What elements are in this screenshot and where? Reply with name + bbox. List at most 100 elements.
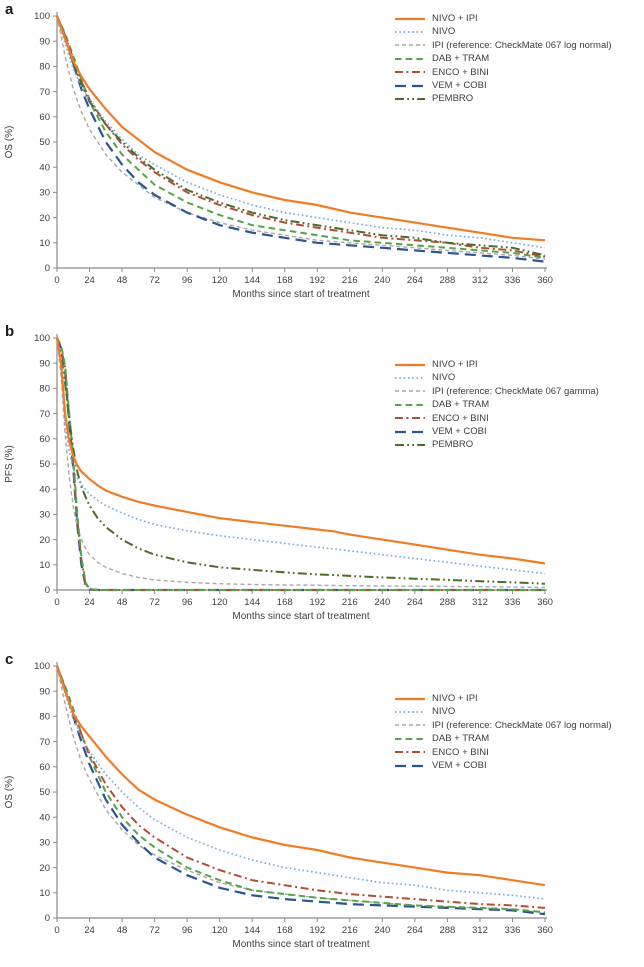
y-tick-label: 80 xyxy=(39,384,50,395)
x-tick-label: 48 xyxy=(117,597,128,608)
series-ipi-reference-checkmate-067-log-normal xyxy=(56,665,546,914)
x-tick-label: 72 xyxy=(149,597,160,608)
legend-label: IPI (reference: CheckMate 067 log normal… xyxy=(432,39,612,51)
series-pembro xyxy=(56,337,546,585)
x-tick-label: 168 xyxy=(277,925,293,936)
chart-a-os: 0 10 20 30 40 50 60 70 80 90 100 0 24 48 72 96 120 144 168… xyxy=(4,11,553,298)
y-tick-label: 50 xyxy=(39,787,50,798)
x-tick-label: 96 xyxy=(182,597,193,608)
series-nivo xyxy=(56,337,546,575)
x-tick-label: 264 xyxy=(407,275,423,286)
legend-label: VEM + COBI xyxy=(432,79,487,91)
legend-line-icon xyxy=(395,711,425,713)
y-tick-label: 80 xyxy=(39,62,50,73)
series-vem-cobi xyxy=(55,665,546,916)
y-tick-label: 10 xyxy=(39,238,50,249)
legend-line-icon xyxy=(395,31,425,33)
legend-label: PEMBRO xyxy=(432,93,474,105)
y-tick-label: 30 xyxy=(39,510,50,521)
legend-a: NIVO + IPI NIVO IPI (reference: CheckMate … xyxy=(394,12,612,106)
y-tick-label: 20 xyxy=(39,535,50,546)
series-ipi-reference-checkmate-067-log-normal xyxy=(56,15,546,260)
legend-line-icon xyxy=(395,57,425,60)
x-tick-label: 24 xyxy=(84,275,95,286)
legend-item: ENCO + BINI xyxy=(394,746,612,759)
legend-item: PEMBRO xyxy=(394,438,599,451)
legend-line-icon xyxy=(395,737,425,740)
x-tick-label: 144 xyxy=(244,925,260,936)
x-tick-label: 240 xyxy=(374,925,390,936)
legend-item: ENCO + BINI xyxy=(394,412,599,425)
legend-item: NIVO xyxy=(394,25,612,38)
panel-c-label: c xyxy=(5,651,14,668)
legend-line-icon xyxy=(395,98,425,101)
y-tick-label: 30 xyxy=(39,188,50,199)
x-tick-label: 312 xyxy=(472,925,488,936)
y-tick-label: 70 xyxy=(39,87,50,98)
legend-label: NIVO xyxy=(432,26,456,38)
x-tick-label: 336 xyxy=(505,925,521,936)
series-enco-bini xyxy=(56,15,546,258)
legend-item: NIVO xyxy=(394,705,612,718)
legend-item: VEM + COBI xyxy=(394,425,599,438)
legend-line-icon xyxy=(395,390,425,393)
legend-line-icon xyxy=(395,71,425,74)
x-tick-label: 360 xyxy=(537,925,553,936)
x-tick-label: 168 xyxy=(277,597,293,608)
x-tick-label: 144 xyxy=(244,275,260,286)
x-tick-label: 264 xyxy=(407,925,423,936)
series-nivo-ipi xyxy=(55,337,546,565)
y-tick-label: 30 xyxy=(39,838,50,849)
y-tick-label: 60 xyxy=(39,762,50,773)
series-vem-cobi xyxy=(55,15,546,263)
x-tick-label: 336 xyxy=(505,597,521,608)
y-tick-label: 60 xyxy=(39,112,50,123)
series-nivo xyxy=(56,665,546,900)
legend-line-icon xyxy=(395,44,425,47)
panel-a-label: a xyxy=(5,1,14,18)
legend-item: DAB + TRAM xyxy=(394,52,612,65)
x-tick-label: 48 xyxy=(117,925,128,936)
x-tick-label: 288 xyxy=(439,597,455,608)
legend-item: IPI (reference: CheckMate 067 log normal… xyxy=(394,39,612,52)
series-enco-bini xyxy=(56,665,546,909)
legend-label: IPI (reference: CheckMate 067 gamma) xyxy=(432,385,599,397)
legend-label: NIVO xyxy=(432,706,456,718)
chart-c-os: 0 10 20 30 40 50 60 70 80 90 100 0 24 48 72 96 120 144 168… xyxy=(4,661,553,948)
y-tick-label: 50 xyxy=(39,459,50,470)
y-tick-label: 80 xyxy=(39,712,50,723)
panel-c: c 0 10 20 30 40 50 60 70 80 90 100 0 24 48 72 96 120 144 1… xyxy=(0,650,644,967)
series-dab-tram xyxy=(56,337,545,591)
legend-line-icon xyxy=(395,764,425,767)
y-tick-label: 50 xyxy=(39,137,50,148)
y-axis-title: OS (%) xyxy=(4,126,15,159)
legend-item: DAB + TRAM xyxy=(394,398,599,411)
x-tick-label: 96 xyxy=(182,925,193,936)
y-tick-label: 90 xyxy=(39,686,50,697)
legend-item: DAB + TRAM xyxy=(394,732,612,745)
x-tick-label: 312 xyxy=(472,597,488,608)
series-nivo-ipi xyxy=(55,15,546,242)
legend-label: NIVO + IPI xyxy=(432,12,478,24)
legend-label: NIVO + IPI xyxy=(432,358,478,370)
legend-item: NIVO + IPI xyxy=(394,12,612,25)
x-tick-label: 216 xyxy=(342,597,358,608)
y-tick-label: 60 xyxy=(39,434,50,445)
x-axis-title: Months since start of treatment xyxy=(232,289,370,298)
legend-item: NIVO xyxy=(394,371,599,384)
legend-label: ENCO + BINI xyxy=(432,412,489,424)
x-tick-label: 72 xyxy=(149,275,160,286)
y-tick-label: 10 xyxy=(39,888,50,899)
x-tick-label: 96 xyxy=(182,275,193,286)
x-tick-label: 120 xyxy=(212,925,228,936)
legend-item: IPI (reference: CheckMate 067 log normal… xyxy=(394,719,612,732)
x-tick-label: 0 xyxy=(54,925,59,936)
x-tick-label: 0 xyxy=(54,597,59,608)
x-tick-label: 72 xyxy=(149,925,160,936)
legend-item: PEMBRO xyxy=(394,92,612,105)
y-tick-label: 40 xyxy=(39,812,50,823)
legend-line-icon xyxy=(395,84,425,87)
legend-item: ENCO + BINI xyxy=(394,66,612,79)
x-tick-label: 216 xyxy=(342,925,358,936)
